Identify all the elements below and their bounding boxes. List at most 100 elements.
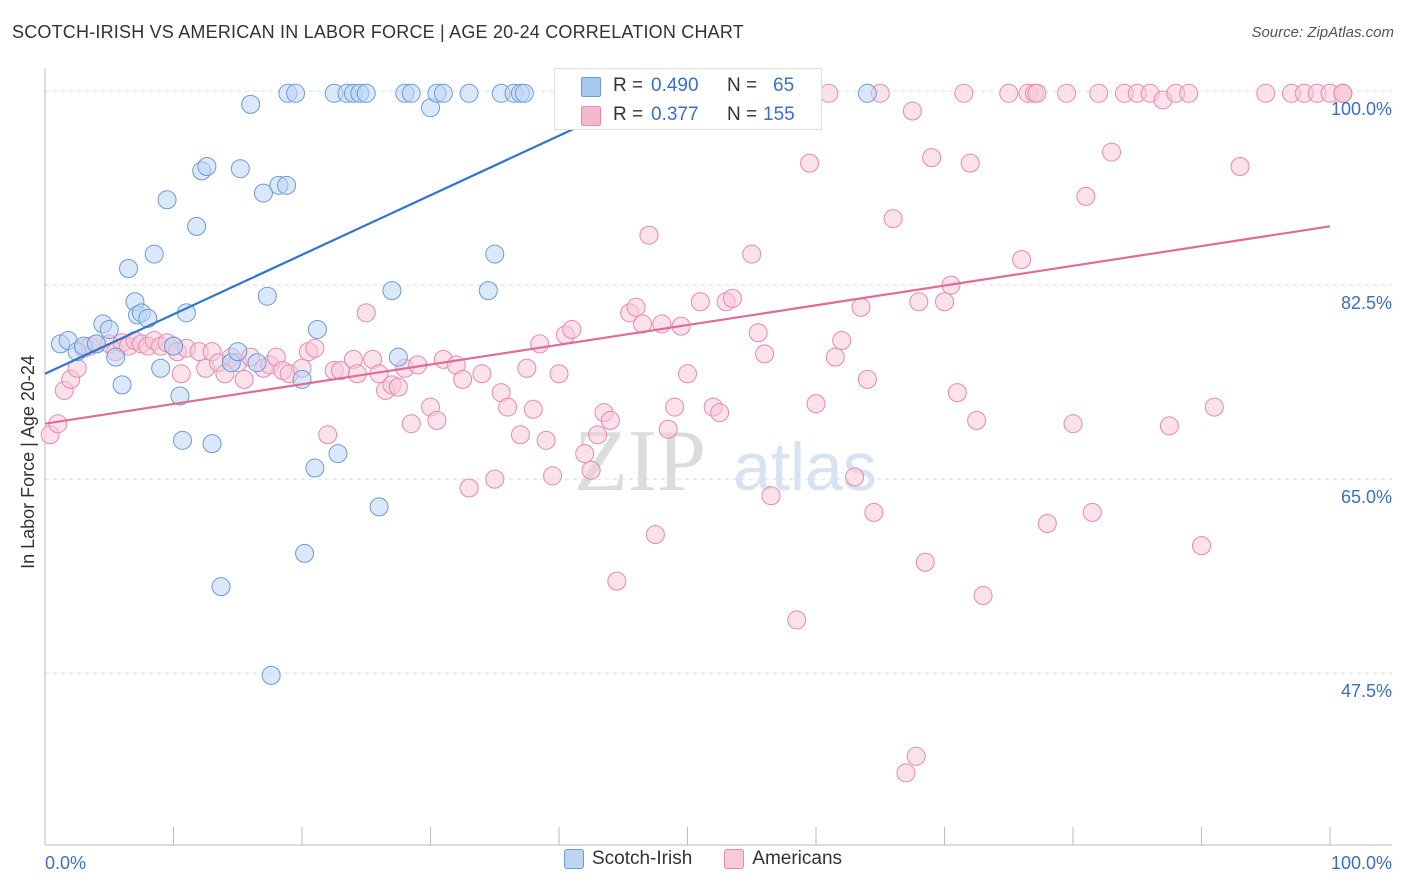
legend-label-scotch-irish: Scotch-Irish [591, 848, 693, 869]
data-point [761, 486, 781, 506]
data-point [748, 323, 768, 343]
data-point [197, 156, 217, 176]
data-point [356, 83, 376, 103]
y-tick-label: 82.5% [1341, 293, 1392, 313]
tick-labels: 47.5% 65.0% 82.5% 100.0% 0.0% 100.0% In Labor … [18, 99, 1392, 873]
data-point [485, 469, 505, 489]
stats-box: R = 0.490 N = 65 R = 0.377 N = 155 [554, 68, 822, 130]
data-point [202, 434, 222, 454]
data-point [819, 83, 839, 103]
data-point [581, 460, 601, 480]
data-point [845, 467, 865, 487]
data-point [665, 397, 685, 417]
data-point [318, 425, 338, 445]
data-point [388, 377, 408, 397]
data-point [328, 444, 348, 464]
data-point [307, 319, 327, 339]
data-point [151, 358, 171, 378]
x-tick-label: 0.0% [45, 853, 86, 873]
data-point [305, 338, 325, 358]
data-point [1179, 83, 1199, 103]
data-point [742, 244, 762, 264]
data-point [138, 308, 158, 328]
data-point [514, 83, 534, 103]
data-point [401, 83, 421, 103]
y-tick-label: 100.0% [1331, 99, 1392, 119]
data-point [427, 410, 447, 430]
data-point [119, 258, 139, 278]
data-point [261, 665, 281, 685]
data-point [973, 586, 993, 606]
data-point [600, 410, 620, 430]
data-point [639, 225, 659, 245]
data-point [228, 342, 248, 362]
data-point [369, 497, 389, 517]
data-point [1230, 156, 1250, 176]
data-point [295, 543, 315, 563]
data-point [257, 286, 277, 306]
data-point [575, 444, 595, 464]
data-point [172, 430, 192, 450]
data-point [915, 552, 935, 572]
r-value: 0.490 [651, 75, 699, 96]
data-point [112, 375, 132, 395]
data-point [1057, 83, 1077, 103]
trend-line [44, 90, 656, 375]
data-point [607, 571, 627, 591]
data-point [157, 190, 177, 210]
data-point [106, 347, 126, 367]
data-point [645, 525, 665, 545]
data-point [517, 358, 537, 378]
data-point [954, 83, 974, 103]
data-point [144, 244, 164, 264]
trend-line [44, 225, 1331, 425]
data-point [562, 319, 582, 339]
data-point [241, 94, 261, 114]
data-point [947, 383, 967, 403]
data-point [960, 153, 980, 173]
data-point [909, 292, 929, 312]
n-label: N = [727, 75, 758, 96]
data-point [658, 419, 678, 439]
data-point [800, 153, 820, 173]
data-point [277, 175, 297, 195]
data-point [170, 386, 190, 406]
data-point [472, 364, 492, 384]
data-point [498, 397, 518, 417]
r-value: 0.377 [651, 104, 699, 125]
data-point [510, 425, 530, 445]
data-point [1027, 83, 1047, 103]
stats-swatch-americans [581, 106, 601, 126]
data-point [755, 344, 775, 364]
r-label: R = [613, 75, 644, 96]
data-point [851, 297, 871, 317]
chart-title: SCOTCH-IRISH VS AMERICAN IN LABOR FORCE … [12, 22, 744, 42]
y-axis-label: In Labor Force | Age 20-24 [18, 355, 38, 569]
data-point [906, 746, 926, 766]
scotch-irish-points [50, 83, 877, 685]
x-tick-label: 100.0% [1331, 853, 1392, 873]
data-point [1076, 186, 1096, 206]
data-point [459, 478, 479, 498]
data-point [388, 347, 408, 367]
data-point [787, 610, 807, 630]
data-point [99, 319, 119, 339]
data-point [230, 159, 250, 179]
data-point [806, 394, 826, 414]
data-point [523, 399, 543, 419]
data-point [433, 83, 453, 103]
data-point [1204, 397, 1224, 417]
data-point [722, 288, 742, 308]
data-point [549, 364, 569, 384]
data-point [530, 334, 550, 354]
data-point [247, 353, 267, 373]
n-label: N = [727, 104, 758, 125]
watermark-atlas: atlas [733, 429, 877, 505]
data-point [825, 347, 845, 367]
data-point [967, 410, 987, 430]
data-point [935, 292, 954, 312]
data-point [1037, 513, 1057, 533]
trend-lines [44, 90, 1331, 425]
r-label: R = [613, 104, 644, 125]
